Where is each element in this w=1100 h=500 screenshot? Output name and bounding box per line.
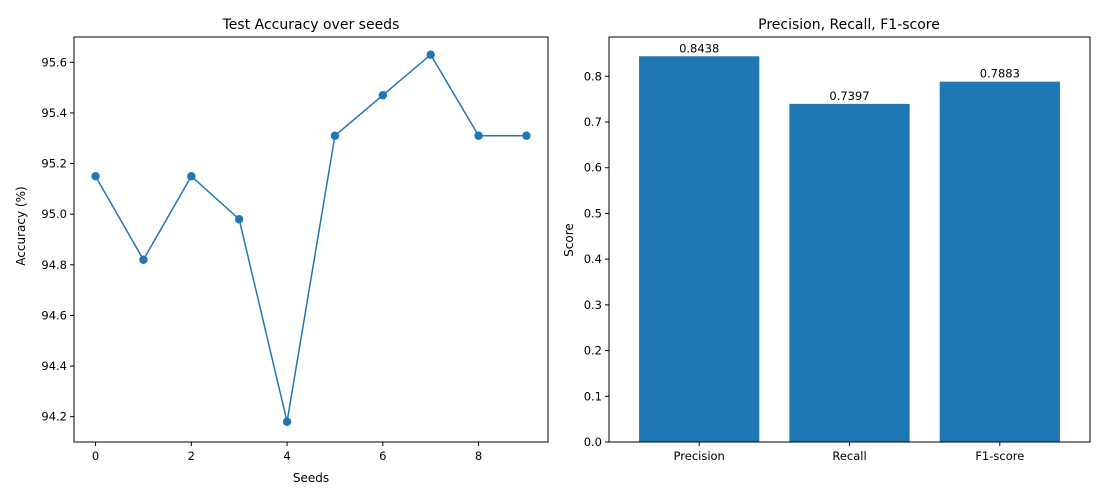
accuracy-data-point (139, 255, 148, 264)
bar-y-tick-label: 0.3 (584, 298, 602, 312)
metrics-bar-chart: Precision, Recall, F1-score Score 0.0 0.1… (562, 17, 1091, 463)
metric-bar (789, 103, 910, 443)
bar-y-tick-label: 0.7 (584, 115, 602, 129)
bar-y-tick-label: 0.5 (584, 206, 602, 220)
accuracy-line-chart: Test Accuracy over seeds Seeds Accuracy … (14, 17, 549, 485)
bar-y-tick-label: 0.1 (584, 389, 602, 403)
accuracy-data-point (187, 172, 196, 181)
line-y-tick-label: 95.4 (41, 106, 67, 120)
bar-y-tick-label: 0.0 (584, 435, 602, 449)
line-x-tick-label: 8 (475, 449, 482, 463)
line-y-tick-label: 94.4 (41, 359, 67, 373)
accuracy-data-point (330, 131, 340, 140)
bar-data-label: 0.7883 (980, 67, 1020, 81)
accuracy-data-point (234, 215, 244, 224)
metric-bar (639, 56, 760, 442)
line-x-tick-label: 0 (92, 449, 99, 463)
bar-y-tick-label: 0.6 (584, 161, 602, 175)
bar-chart-title: Precision, Recall, F1-score (758, 17, 940, 33)
line-chart-x-ticks: 0 2 4 6 8 (92, 442, 482, 463)
bar-data-label: 0.8438 (679, 41, 719, 55)
bar-chart-x-ticks: Precision Recall F1-score (674, 442, 1024, 463)
accuracy-data-point (522, 131, 531, 140)
bar-chart-y-ticks: 0.0 0.1 0.2 0.3 0.4 0.5 0.6 0.7 0.8 (584, 69, 609, 449)
line-y-tick-label: 95.2 (41, 157, 67, 171)
line-x-tick-label: 6 (379, 449, 386, 463)
accuracy-data-point (91, 172, 100, 181)
line-x-tick-label: 4 (283, 449, 290, 463)
line-chart-plot-area (91, 50, 531, 426)
accuracy-data-point (282, 417, 292, 426)
bar-x-tick-label: Recall (832, 449, 866, 463)
line-y-tick-label: 95.6 (41, 55, 67, 69)
bar-chart-frame (608, 36, 1091, 443)
bar-y-tick-label: 0.4 (584, 252, 602, 266)
line-y-tick-label: 94.6 (41, 308, 67, 322)
accuracy-data-point (378, 91, 388, 100)
bar-data-label: 0.7397 (829, 89, 869, 103)
line-y-tick-label: 95.0 (41, 207, 67, 221)
line-chart-frame (73, 36, 549, 443)
bar-chart-plot-area: 0.8438 0.7397 0.7883 (639, 41, 1060, 443)
accuracy-data-point (426, 50, 435, 59)
line-chart-ylabel: Accuracy (%) (14, 186, 28, 265)
accuracy-series-line (94, 53, 527, 422)
line-y-tick-label: 94.2 (41, 410, 67, 424)
line-y-tick-label: 94.8 (41, 258, 67, 272)
bar-y-tick-label: 0.2 (584, 344, 602, 358)
accuracy-data-point (474, 131, 483, 140)
metric-bar (939, 81, 1060, 443)
bar-x-tick-label: F1-score (975, 449, 1024, 463)
bar-chart-ylabel: Score (562, 223, 576, 257)
line-chart-y-ticks: 94.2 94.4 94.6 94.8 95.0 95.2 95.4 95.6 (41, 55, 74, 424)
line-x-tick-label: 2 (188, 449, 195, 463)
bar-y-tick-label: 0.8 (584, 69, 602, 83)
bar-x-tick-label: Precision (674, 449, 725, 463)
line-chart-title: Test Accuracy over seeds (222, 17, 400, 33)
line-chart-xlabel: Seeds (293, 471, 329, 485)
